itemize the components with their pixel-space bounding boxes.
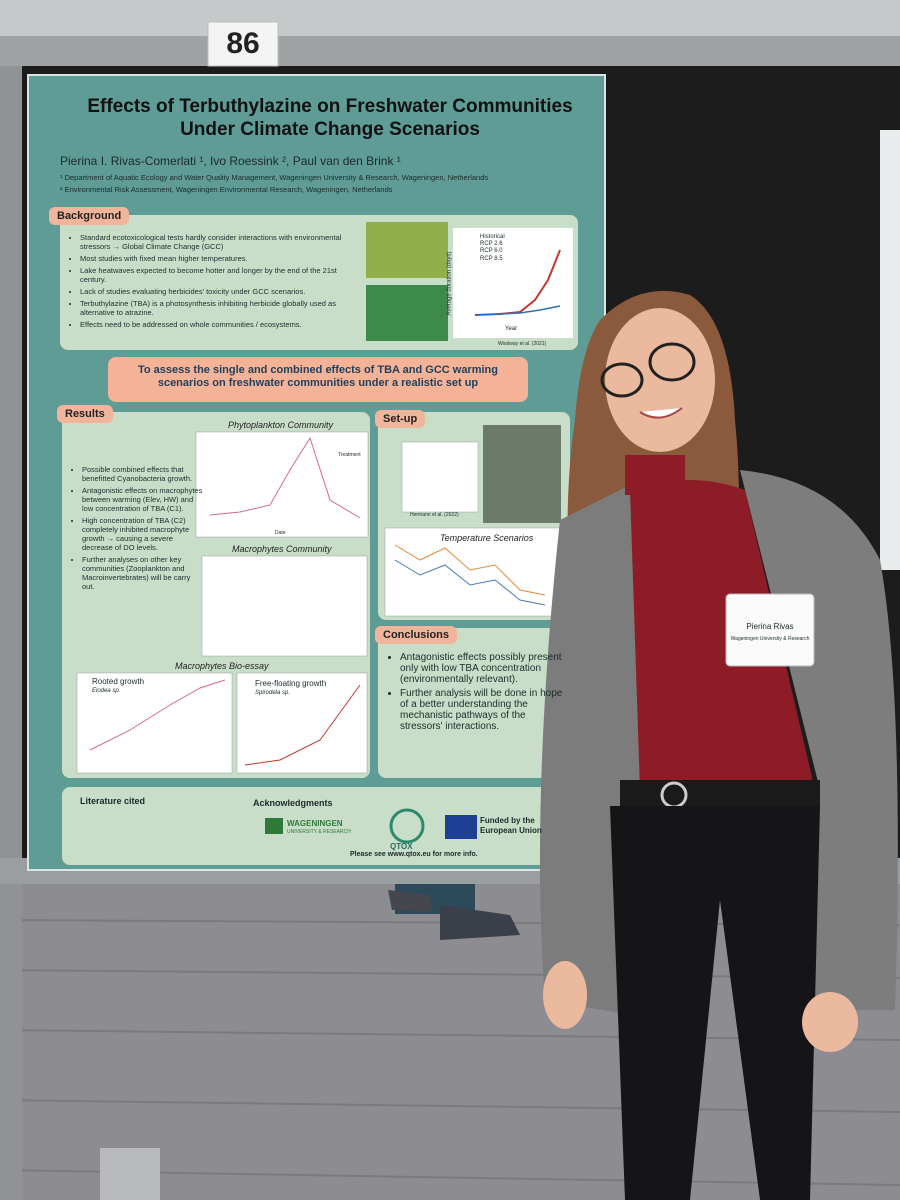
background-bullets: Standard ecotoxicological tests hardly c… [68, 233, 365, 332]
conclusions-bullets: Antagonistic effects possibly present on… [388, 652, 568, 735]
aim-box [108, 357, 528, 402]
chart-title: Macrophytes Bio-essay [175, 661, 269, 671]
heatwave-figure [453, 228, 573, 338]
bullet: Most studies with fixed mean higher temp… [80, 254, 365, 263]
board-frame-top [0, 36, 900, 66]
bullet: Further analyses on other key communitie… [82, 555, 204, 591]
literature-heading: Literature cited [80, 796, 146, 806]
heatwave-line [474, 305, 561, 316]
stand-base [100, 1148, 160, 1200]
results-bullets: Possible combined effects that benefitte… [70, 465, 204, 594]
chart-title: Phytoplankton Community [228, 420, 334, 430]
name-badge [725, 593, 815, 667]
number-sign [207, 21, 279, 67]
section-heading: Background [49, 207, 130, 225]
badge-affiliation: Wageningen University & Research [730, 636, 810, 642]
bullet: High concentration of TBA (C2) completel… [82, 516, 204, 552]
section-heading: Conclusions [375, 626, 458, 644]
legend-entry: RCP 2.6 [480, 241, 503, 248]
species: Elodea sp. [92, 688, 121, 694]
legs-in-background [388, 884, 520, 940]
chart-title: Macrophytes Community [232, 544, 332, 554]
bullet: Further analysis will be done in hope of… [400, 688, 568, 732]
wur-sub: UNIVERSITY & RESEARCH [287, 829, 351, 835]
wur-logo [265, 818, 283, 834]
qtox-logo [389, 808, 425, 844]
affiliation: ¹ Department of Aquatic Ecology and Wate… [60, 173, 489, 182]
panel-title: Rooted growth [92, 677, 145, 686]
figure-legend: Historical RCP 2.6 RCP 6.0 RCP 8.5 [480, 234, 505, 263]
field-photo [366, 222, 448, 278]
legend-entry: Historical [480, 234, 505, 240]
figure-line [394, 544, 546, 596]
bullet: Effects need to be addressed on whole co… [80, 320, 365, 329]
figure-line [209, 436, 361, 519]
section-heading: Set-up [375, 410, 426, 428]
bullet: Lack of studies evaluating herbicides' t… [80, 287, 365, 296]
wur-name: WAGENINGEN [287, 819, 343, 828]
eu-flag [445, 815, 477, 839]
bullet: Standard ecotoxicological tests hardly c… [80, 233, 365, 251]
figure-y-label: Average duration (days) [446, 251, 453, 316]
badge-name: Pierina Rivas [746, 622, 794, 631]
section-heading: Results [57, 405, 113, 423]
qtox-name: QTOX [390, 842, 413, 851]
sign-number: 86 [226, 27, 260, 60]
legend-entry: RCP 8.5 [480, 255, 503, 262]
poster-title: Effects of Terbuthylazine on Freshwater … [87, 96, 573, 140]
chart-title: Temperature Scenarios [440, 533, 534, 543]
bullet: Antagonistic effects possibly present on… [400, 652, 568, 685]
species: Spirodela sp. [255, 690, 291, 696]
acknowledgments-heading: Acknowledgments [253, 798, 333, 808]
legend-entry: RCP 6.0 [480, 248, 503, 255]
bullet: Possible combined effects that benefitte… [82, 465, 204, 483]
more-info: Please see www.qtox.eu for more info. [350, 851, 478, 858]
wall [0, 0, 900, 40]
figure-line [89, 679, 226, 751]
bullet: Lake heatwaves expected to become hotter… [80, 266, 365, 284]
eu-text: Funded by the European Union [480, 816, 542, 835]
panel-title: Free-floating growth [255, 679, 327, 688]
next-poster [880, 130, 900, 570]
affiliation: ² Environmental Risk Assessment, Wagenin… [60, 185, 393, 194]
aim-text: To assess the single and combined effect… [137, 364, 498, 390]
bullet: Antagonistic effects on macrophytes betw… [82, 486, 204, 513]
mesocosm-photo [483, 425, 561, 523]
credit: Hermann et al. (2022) [410, 512, 459, 518]
algae-photo [366, 285, 448, 341]
result-figures [76, 431, 561, 774]
figure-line [244, 684, 361, 766]
figure-line [394, 559, 546, 606]
board-post [0, 66, 22, 1200]
figure-source: Woolway et al. (2021) [498, 341, 547, 347]
figure-x-label: Year [505, 326, 518, 332]
legend-title: Treatment [338, 452, 361, 458]
bullet: Terbuthylazine (TBA) is a photosynthesis… [80, 299, 365, 317]
axis-label: Date [275, 530, 286, 536]
authors: Pierina I. Rivas-Comerlati ¹, Ivo Roessi… [60, 154, 401, 168]
